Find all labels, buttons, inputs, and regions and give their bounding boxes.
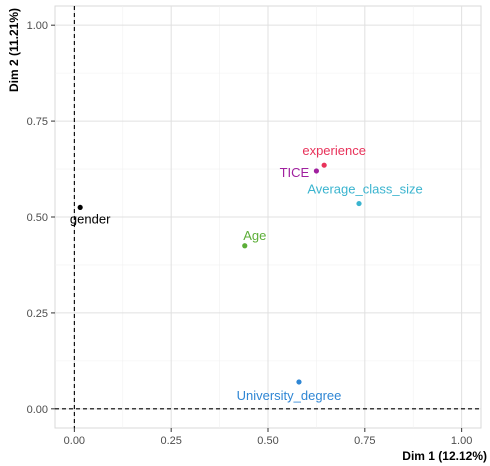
data-point: [77, 204, 83, 211]
y-axis-title: Dim 2 (11.21%): [7, 8, 21, 92]
point-label: Average_class_size: [307, 182, 422, 197]
x-tick-label: 0.75: [354, 435, 375, 447]
x-axis-title: Dim 1 (12.12%): [402, 449, 487, 463]
point-label: Age: [243, 228, 266, 243]
y-tick-label: 1.00: [27, 20, 48, 32]
point-label: experience: [302, 143, 366, 158]
data-point: [356, 200, 362, 207]
x-tick-label: 0.00: [64, 435, 85, 447]
point-label: University_degree: [237, 388, 342, 403]
data-point: [321, 162, 327, 168]
point-label: gender: [70, 211, 111, 226]
y-tick-label: 0.50: [27, 212, 48, 224]
y-tick-label: 0.00: [27, 404, 48, 416]
y-axis-ticks: 0.00 0.25 0.50 0.75 1.00: [27, 20, 55, 416]
data-point: [313, 168, 320, 174]
reference-lines: [55, 6, 481, 428]
x-tick-label: 1.00: [451, 435, 472, 447]
data-points: gender experience TICE Average_class_size Ag…: [70, 143, 423, 403]
y-tick-label: 0.25: [27, 308, 48, 320]
point-label: TICE: [280, 165, 310, 180]
x-axis-ticks: 0.00 0.25 0.50 0.75 1.00: [64, 428, 472, 447]
x-tick-label: 0.25: [160, 435, 181, 447]
data-point: [242, 243, 248, 249]
x-tick-label: 0.50: [257, 435, 278, 447]
data-point: [296, 379, 302, 385]
y-tick-label: 0.75: [27, 116, 48, 128]
